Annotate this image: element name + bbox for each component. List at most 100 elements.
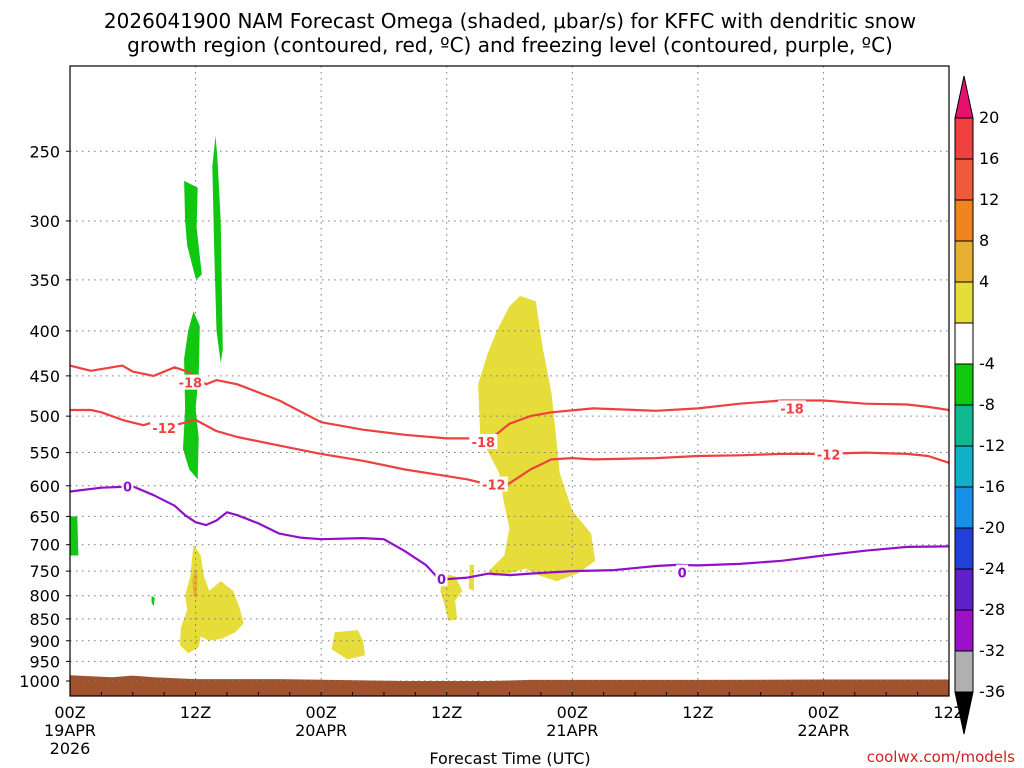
credit-text: coolwx.com/models bbox=[867, 748, 1015, 766]
x-tick-label-60: 12Z bbox=[682, 703, 713, 722]
y-tick-label-600: 600 bbox=[29, 477, 60, 496]
x-tick-line: 00Z bbox=[54, 703, 85, 722]
contour-label--18: -18 bbox=[472, 436, 496, 451]
colorbar-swatch-1 bbox=[954, 117, 974, 160]
omega-region-7 bbox=[192, 568, 198, 599]
colorbar-swatch-13 bbox=[954, 609, 974, 652]
contour-label-0: 0 bbox=[678, 567, 687, 582]
colorbar-swatch-5 bbox=[954, 281, 974, 324]
contour-label-bg bbox=[469, 433, 498, 449]
contour-label--12: -12 bbox=[482, 479, 506, 494]
x-tick-line: 00Z bbox=[808, 703, 839, 722]
x-tick-line: 22APR bbox=[797, 721, 849, 740]
plot-frame bbox=[69, 65, 950, 697]
colorbar-label-2: 12 bbox=[979, 190, 999, 209]
y-tick-label-350: 350 bbox=[29, 271, 60, 290]
colorbar-label-5: -4 bbox=[979, 354, 995, 373]
y-tick-label-750: 750 bbox=[29, 562, 60, 581]
colorbar-swatch-9 bbox=[954, 445, 974, 488]
colorbar-swatch-7 bbox=[954, 363, 974, 406]
colorbar-label-11: -28 bbox=[979, 600, 1005, 619]
y-tick-label-850: 850 bbox=[29, 610, 60, 629]
colorbar-label-6: -8 bbox=[979, 395, 995, 414]
colorbar-label-8: -16 bbox=[979, 477, 1005, 496]
colorbar-swatch-2 bbox=[954, 158, 974, 201]
contour-label-bg bbox=[814, 446, 843, 462]
omega-region-3 bbox=[70, 516, 79, 556]
terrain-fill bbox=[70, 675, 949, 696]
x-tick-line: 21APR bbox=[546, 721, 598, 740]
x-tick-label-84: 12Z bbox=[933, 703, 964, 722]
contour--18 bbox=[70, 364, 949, 442]
omega-region-4 bbox=[151, 595, 155, 607]
colorbar-label-13: -36 bbox=[979, 682, 1005, 701]
omega-region-5 bbox=[478, 295, 596, 582]
chart-title-line2: growth region (contoured, red, ºC) and f… bbox=[127, 33, 893, 57]
contour-label-0: 0 bbox=[437, 573, 446, 588]
colorbar-label-0: 20 bbox=[979, 108, 999, 127]
colorbar-top-arrow bbox=[954, 75, 974, 119]
omega-region-8 bbox=[331, 630, 366, 660]
x-tick-line: 12Z bbox=[682, 703, 713, 722]
x-tick-line: 19APR bbox=[44, 721, 96, 740]
contour-label--12: -12 bbox=[152, 422, 176, 437]
colorbar-swatch-10 bbox=[954, 486, 974, 529]
contour-label-bg bbox=[121, 478, 134, 494]
colorbar-label-9: -20 bbox=[979, 518, 1005, 537]
colorbar-bottom-arrow bbox=[954, 691, 974, 735]
plot-area: -18 -18 -18 -12 -12 -12 0 0 0 bbox=[69, 65, 950, 697]
y-tick-label-250: 250 bbox=[29, 142, 60, 161]
x-tick-label-48: 00Z 21APR bbox=[546, 703, 598, 740]
y-tick-label-650: 650 bbox=[29, 507, 60, 526]
contour-label-bg bbox=[778, 400, 807, 416]
x-tick-line: 12Z bbox=[933, 703, 964, 722]
colorbar-swatch-6 bbox=[954, 322, 974, 365]
x-tick-label-24: 00Z 20APR bbox=[295, 703, 347, 740]
colorbar-label-10: -24 bbox=[979, 559, 1005, 578]
contour-label-0: 0 bbox=[123, 480, 132, 495]
colorbar-swatch-11 bbox=[954, 527, 974, 570]
colorbar-swatch-4 bbox=[954, 240, 974, 283]
contour-label-bg bbox=[676, 564, 689, 580]
contour-lines: -18 -18 -18 -12 -12 -12 0 0 0 bbox=[70, 364, 949, 588]
colorbar-swatch-14 bbox=[954, 650, 974, 693]
x-tick-line: 00Z bbox=[557, 703, 588, 722]
omega-shading bbox=[70, 135, 596, 660]
colorbar: 20 16 12 8 4 -4 -8 -12 -16 -20 -24 -28 -32 -36 bbox=[954, 75, 1005, 735]
contour-label-bg bbox=[435, 571, 448, 587]
colorbar-label-1: 16 bbox=[979, 149, 999, 168]
y-tick-label-1000: 1000 bbox=[19, 672, 60, 691]
y-tick-label-800: 800 bbox=[29, 587, 60, 606]
x-tick-line: 2026 bbox=[50, 739, 91, 758]
colorbar-label-7: -12 bbox=[979, 436, 1005, 455]
y-tick-label-500: 500 bbox=[29, 407, 60, 426]
x-tick-line: 12Z bbox=[180, 703, 211, 722]
contour-label-bg bbox=[176, 374, 205, 390]
grid-lines bbox=[69, 66, 950, 696]
contour-label-bg bbox=[150, 420, 179, 436]
y-tick-label-450: 450 bbox=[29, 367, 60, 386]
colorbar-label-4: 4 bbox=[979, 272, 989, 291]
x-tick-label-72: 00Z 22APR bbox=[797, 703, 849, 740]
x-tick-label-12: 12Z bbox=[180, 703, 211, 722]
contour-label-bg bbox=[479, 476, 508, 492]
chart-title-line1: 2026041900 NAM Forecast Omega (shaded, μ… bbox=[104, 9, 916, 33]
x-axis-label: Forecast Time (UTC) bbox=[429, 749, 590, 768]
y-tick-label-300: 300 bbox=[29, 212, 60, 231]
y-tick-label-950: 950 bbox=[29, 652, 60, 671]
y-axis-ticks: 250 300 350 400 450 500 550 600 650 700 750 800 850 9… bbox=[19, 142, 70, 691]
colorbar-label-3: 8 bbox=[979, 231, 989, 250]
x-tick-line: 12Z bbox=[431, 703, 462, 722]
contour-label--18: -18 bbox=[780, 402, 804, 417]
terrain-layer bbox=[70, 675, 949, 696]
x-tick-line: 20APR bbox=[295, 721, 347, 740]
omega-region-0 bbox=[184, 180, 202, 280]
contour-label--12: -12 bbox=[817, 449, 841, 464]
colorbar-label-12: -32 bbox=[979, 641, 1005, 660]
y-tick-label-400: 400 bbox=[29, 322, 60, 341]
x-tick-line: 00Z bbox=[305, 703, 336, 722]
colorbar-swatch-12 bbox=[954, 568, 974, 611]
y-tick-label-550: 550 bbox=[29, 444, 60, 463]
